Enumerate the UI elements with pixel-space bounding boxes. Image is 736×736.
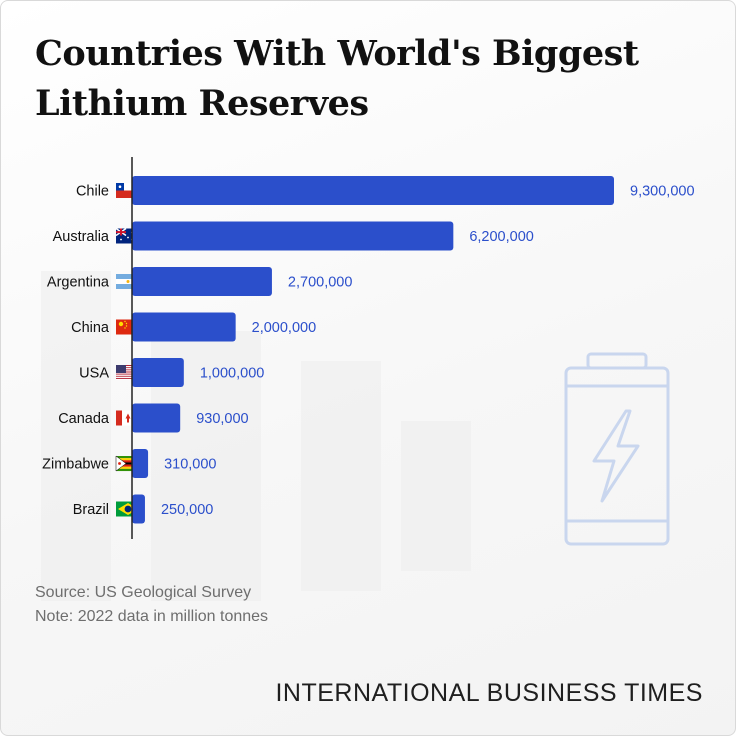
footnotes: Source: US Geological Survey Note: 2022 … <box>35 581 268 629</box>
value-label: 310,000 <box>164 457 216 473</box>
category-label: China <box>71 320 110 336</box>
bar-row: Chile 9,300,000 <box>76 176 695 205</box>
usa-flag-icon <box>116 365 140 380</box>
bar-row: Zimbabwe 310,000 <box>42 449 216 478</box>
bar <box>132 494 145 524</box>
zimbabwe-flag-icon <box>115 455 140 472</box>
bar <box>132 221 454 251</box>
source-note: Source: US Geological Survey <box>35 584 252 601</box>
category-label: Zimbabwe <box>42 457 109 473</box>
value-label: 9,300,000 <box>630 184 695 200</box>
data-note: Note: 2022 data in million tonnes <box>35 608 269 625</box>
value-label: 1,000,000 <box>200 366 265 382</box>
bar-chart: Chile 9,300,000 Australia 6,200,000 Argentin… <box>42 157 695 539</box>
bar <box>132 312 236 342</box>
category-label: Argentina <box>47 275 110 291</box>
category-label: Canada <box>58 411 110 427</box>
bar <box>132 358 184 387</box>
bar-row: China 2,000,000 <box>71 312 317 342</box>
bar-row: USA 1,000,000 <box>79 358 264 387</box>
chile-flag-icon <box>116 183 140 198</box>
bar <box>132 449 149 478</box>
value-label: 2,000,000 <box>252 320 317 336</box>
bar-row: Argentina 2,700,000 <box>47 267 353 296</box>
bar <box>132 403 181 433</box>
bar-row: Australia 6,200,000 <box>53 221 534 251</box>
category-label: Brazil <box>73 502 109 518</box>
value-label: 2,700,000 <box>288 275 353 291</box>
bar <box>132 176 614 205</box>
value-label: 250,000 <box>161 502 213 518</box>
value-label: 6,200,000 <box>469 229 534 245</box>
chart-title: Countries With World's Biggest Lithium R… <box>35 33 639 124</box>
battery-bolt-icon <box>564 352 670 546</box>
bar-row: Canada 930,000 <box>58 403 249 433</box>
category-label: Australia <box>53 229 110 245</box>
category-label: Chile <box>76 184 109 200</box>
brand-logo-text: INTERNATIONAL BUSINESS TIMES <box>275 679 703 707</box>
category-label: USA <box>79 366 109 382</box>
value-label: 930,000 <box>196 411 248 427</box>
bar-row: Brazil 250,000 <box>73 494 213 524</box>
bar <box>132 267 272 296</box>
